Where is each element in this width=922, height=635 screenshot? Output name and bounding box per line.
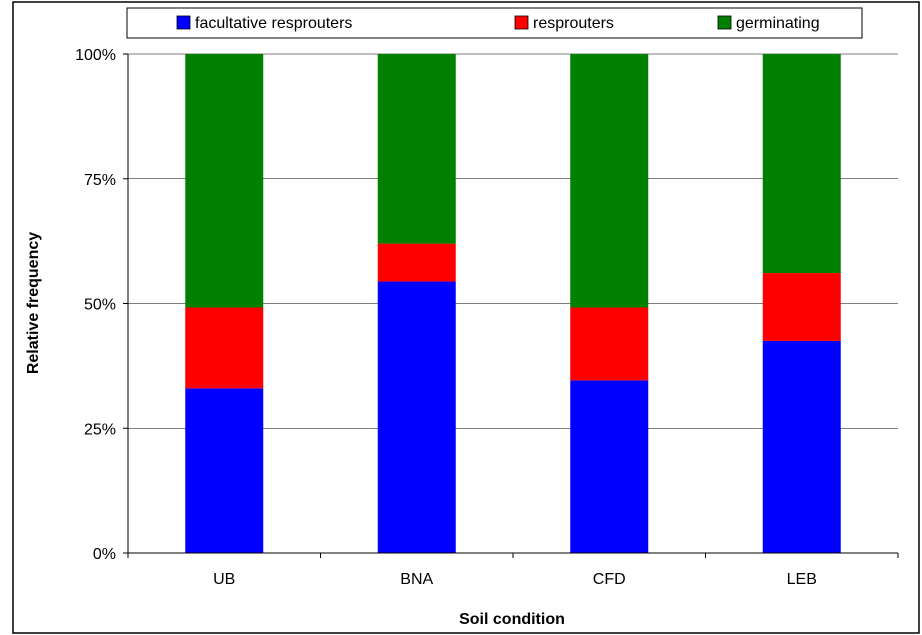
bar-segment — [185, 54, 264, 308]
legend-swatch — [514, 15, 529, 30]
y-axis-title: Relative frequency — [25, 232, 42, 374]
bar-segment — [377, 243, 456, 282]
bar-segment — [762, 340, 841, 553]
bar-segment — [377, 281, 456, 553]
y-tick-label: 25% — [84, 421, 116, 438]
x-axis-title: Soil condition — [459, 611, 565, 628]
bar-segment — [377, 54, 456, 244]
bar-segment — [570, 307, 649, 381]
x-tick-label: CFD — [593, 571, 626, 588]
bar-segment — [762, 54, 841, 274]
legend-box — [126, 7, 863, 39]
bar-segment — [185, 307, 264, 389]
legend-swatch — [717, 15, 732, 30]
x-tick-labels: UB BNA CFD LEB — [213, 571, 817, 588]
x-tick-label: UB — [213, 571, 235, 588]
y-tick-labels: 0% 25% 50% 75% 100% — [75, 47, 116, 563]
bar-segment — [762, 273, 841, 341]
bar-segment — [185, 388, 264, 553]
y-tick-label: 50% — [84, 297, 116, 314]
axes — [123, 53, 899, 558]
bar-segment — [570, 54, 649, 308]
x-tick-label: LEB — [787, 571, 817, 588]
legend-label: germinating — [736, 15, 820, 32]
x-tick-label: BNA — [400, 571, 433, 588]
y-tick-label: 75% — [84, 172, 116, 189]
legend-label: facultative resprouters — [195, 15, 352, 32]
y-tick-label: 100% — [75, 47, 116, 64]
legend: facultative resprouters resprouters germin… — [126, 7, 863, 39]
bar-segment — [570, 380, 649, 553]
legend-label: resprouters — [533, 15, 614, 32]
legend-swatch — [176, 15, 191, 30]
y-tick-label: 0% — [93, 546, 116, 563]
bars — [185, 54, 841, 553]
